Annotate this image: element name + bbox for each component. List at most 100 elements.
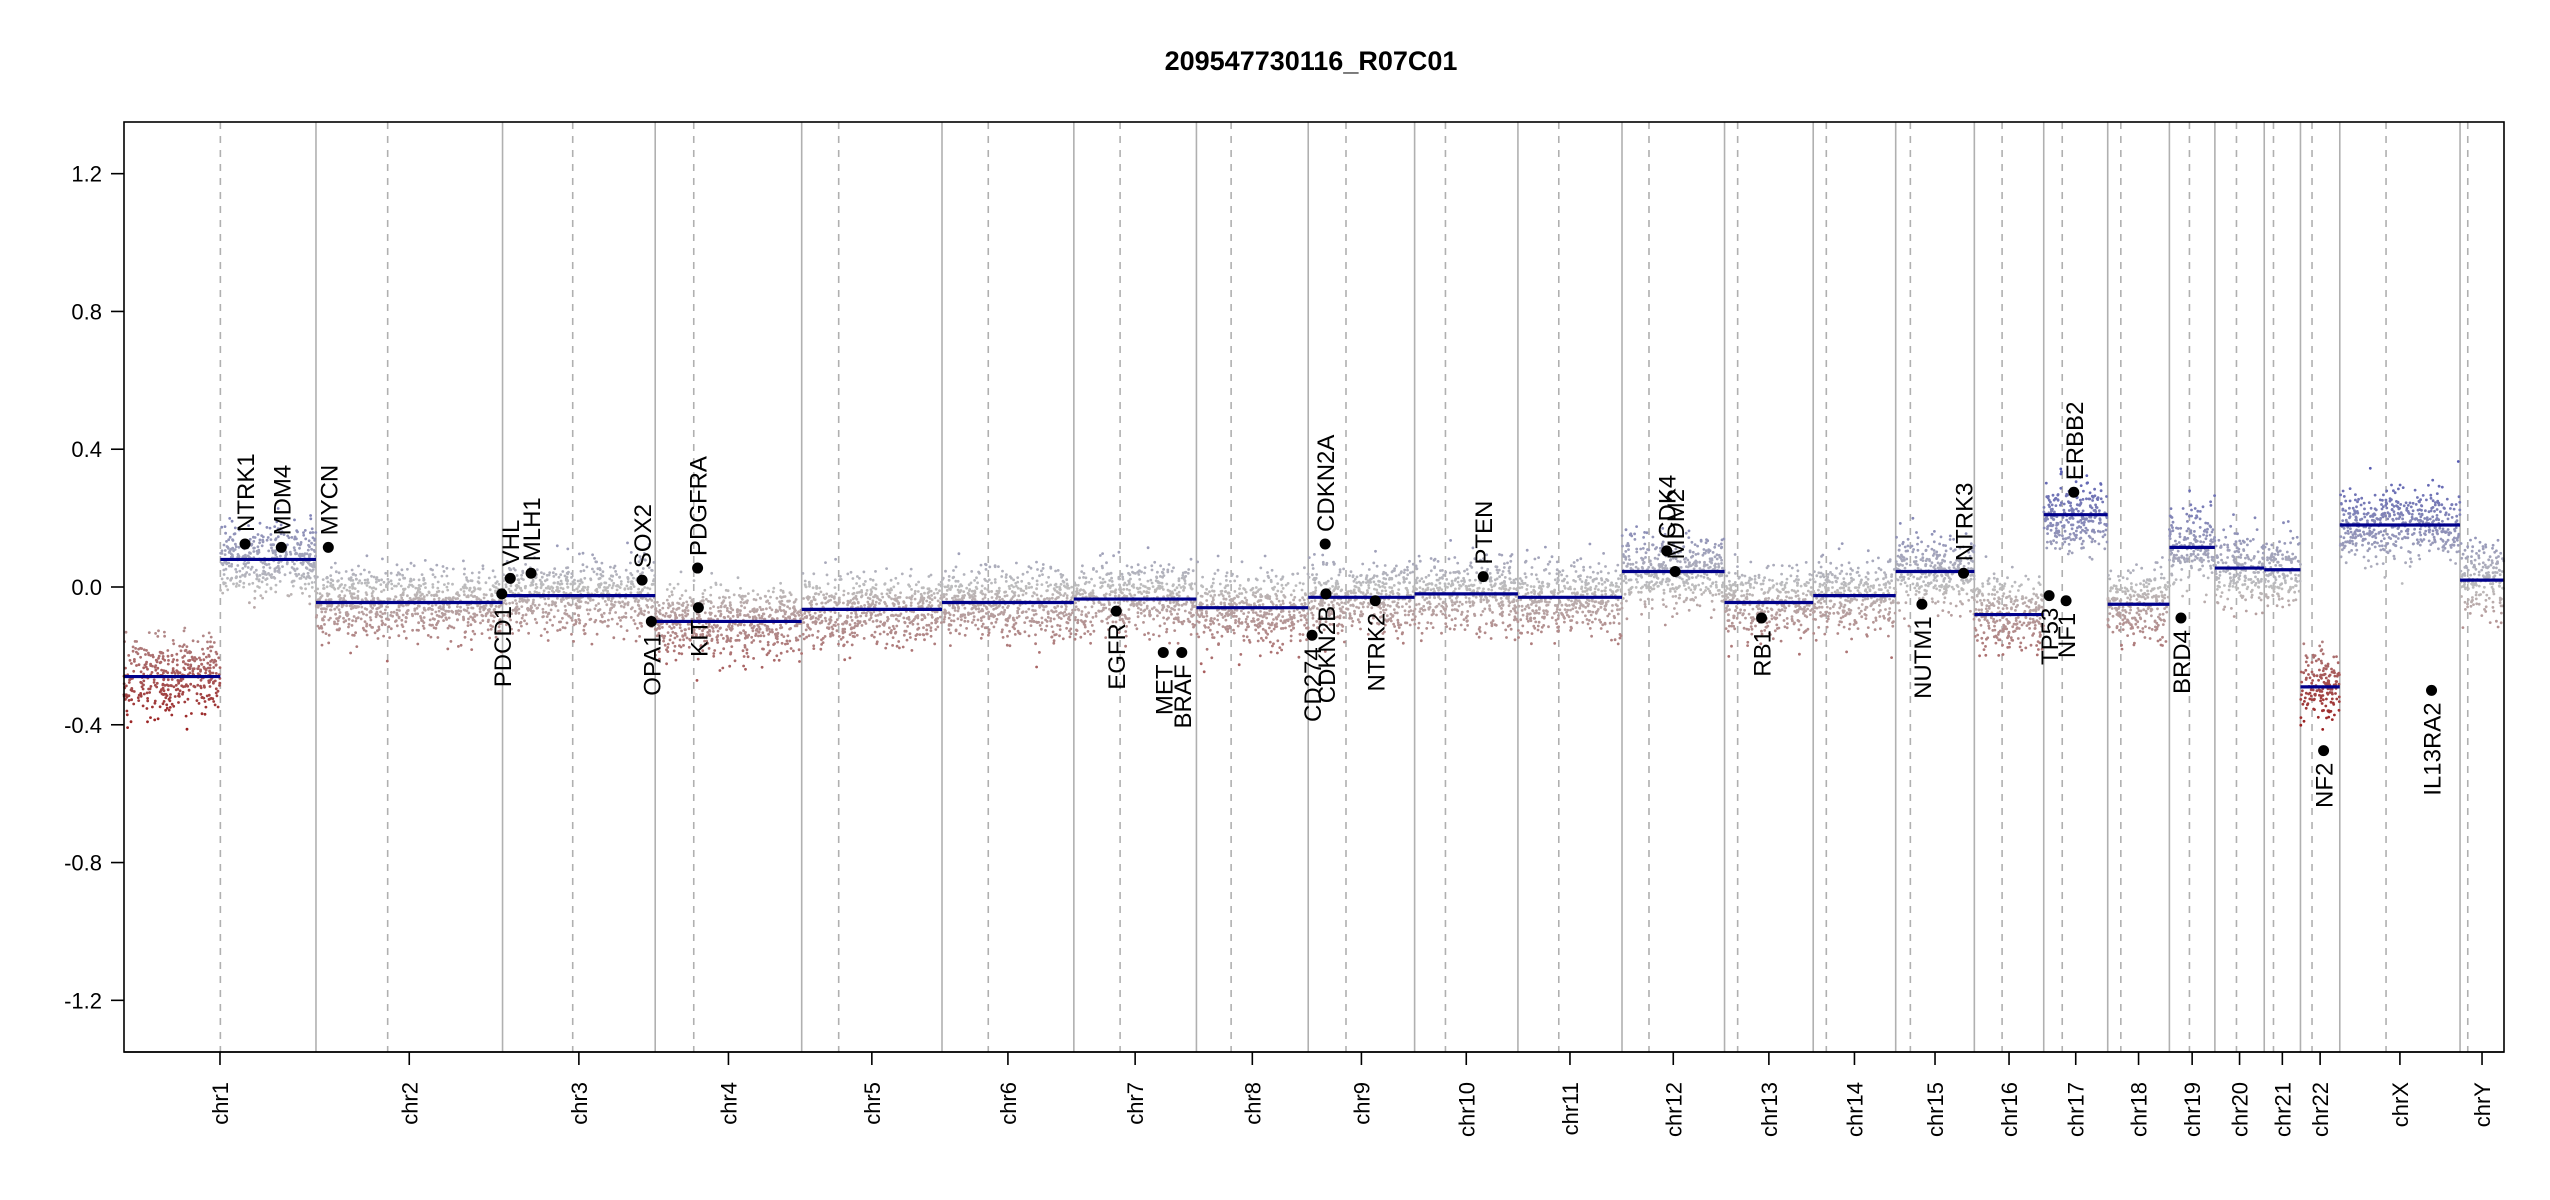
probe-point — [296, 542, 300, 546]
probe-point — [1008, 644, 1012, 648]
probe-point — [381, 612, 385, 616]
probe-point — [887, 589, 891, 592]
probe-point — [258, 521, 262, 525]
probe-point — [992, 625, 996, 629]
probe-point — [888, 626, 891, 630]
probe-point — [757, 630, 760, 633]
probe-point — [372, 575, 376, 579]
probe-point — [198, 656, 201, 660]
probe-point — [1073, 608, 1077, 612]
probe-point — [726, 615, 730, 618]
probe-point — [981, 622, 985, 626]
probe-point — [188, 667, 192, 671]
probe-point — [234, 545, 238, 549]
probe-point — [1220, 634, 1224, 638]
probe-point — [825, 573, 829, 577]
probe-point — [1238, 584, 1242, 587]
probe-point — [519, 620, 523, 624]
probe-point — [421, 611, 425, 615]
probe-point — [462, 608, 466, 612]
probe-point — [479, 605, 482, 609]
probe-point — [164, 669, 168, 673]
probe-point — [539, 634, 543, 637]
probe-point — [486, 628, 490, 632]
probe-point — [942, 618, 946, 621]
probe-point — [851, 592, 855, 596]
probe-point — [338, 615, 342, 618]
probe-point — [758, 605, 762, 609]
probe-point — [1233, 590, 1237, 593]
probe-point — [172, 658, 176, 661]
probe-point — [480, 632, 484, 635]
probe-point — [1013, 633, 1017, 636]
probe-point — [151, 655, 155, 659]
probe-point — [1200, 595, 1204, 598]
probe-point — [586, 601, 590, 605]
probe-point — [386, 617, 389, 621]
probe-point — [1030, 617, 1034, 620]
probe-point — [728, 601, 732, 605]
probe-point — [587, 612, 590, 616]
probe-point — [220, 562, 224, 565]
probe-point — [302, 572, 306, 576]
probe-point — [867, 602, 871, 606]
probe-point — [899, 612, 903, 616]
probe-point — [811, 621, 815, 624]
probe-point — [1267, 612, 1271, 616]
probe-point — [1270, 612, 1274, 616]
probe-point — [155, 681, 159, 685]
probe-point — [281, 565, 284, 568]
probe-point — [251, 581, 255, 585]
probe-point — [757, 613, 761, 617]
probe-point — [517, 585, 520, 588]
probe-point — [1210, 633, 1214, 636]
probe-point — [990, 581, 993, 585]
probe-point — [149, 662, 153, 666]
probe-point — [1254, 591, 1258, 595]
probe-point — [680, 613, 684, 617]
probe-point — [133, 658, 136, 661]
probe-point — [738, 613, 742, 617]
probe-point — [1217, 623, 1221, 626]
probe-point — [174, 683, 178, 687]
probe-point — [1229, 611, 1233, 615]
probe-point — [437, 619, 440, 623]
probe-point — [1005, 623, 1009, 627]
probe-point — [619, 619, 622, 622]
probe-point — [1011, 595, 1015, 599]
probe-point — [270, 546, 273, 550]
probe-point — [225, 540, 228, 543]
probe-point — [227, 547, 230, 550]
probe-point — [130, 698, 134, 702]
probe-point — [416, 604, 420, 608]
probe-point — [521, 599, 525, 603]
probe-point — [448, 624, 451, 628]
probe-point — [619, 625, 623, 628]
probe-point — [311, 531, 315, 534]
probe-point — [156, 717, 160, 721]
probe-point — [956, 609, 960, 613]
probe-point — [368, 623, 372, 627]
probe-point — [809, 627, 812, 631]
probe-point — [823, 597, 827, 600]
probe-point — [429, 635, 433, 639]
probe-point — [643, 609, 646, 613]
probe-point — [843, 627, 847, 631]
probe-point — [515, 620, 519, 624]
probe-point — [984, 562, 987, 566]
probe-point — [1152, 617, 1155, 621]
probe-point — [606, 624, 610, 628]
probe-point — [838, 600, 841, 604]
probe-point — [208, 685, 212, 688]
probe-point — [1226, 630, 1230, 633]
probe-point — [340, 605, 344, 609]
probe-point — [603, 600, 607, 603]
probe-point — [481, 619, 485, 622]
probe-point — [275, 555, 279, 559]
probe-point — [1282, 594, 1286, 597]
probe-point — [582, 585, 585, 589]
probe-point — [1217, 593, 1221, 597]
probe-point — [484, 593, 488, 597]
probe-point — [556, 587, 559, 591]
probe-point — [377, 578, 381, 582]
